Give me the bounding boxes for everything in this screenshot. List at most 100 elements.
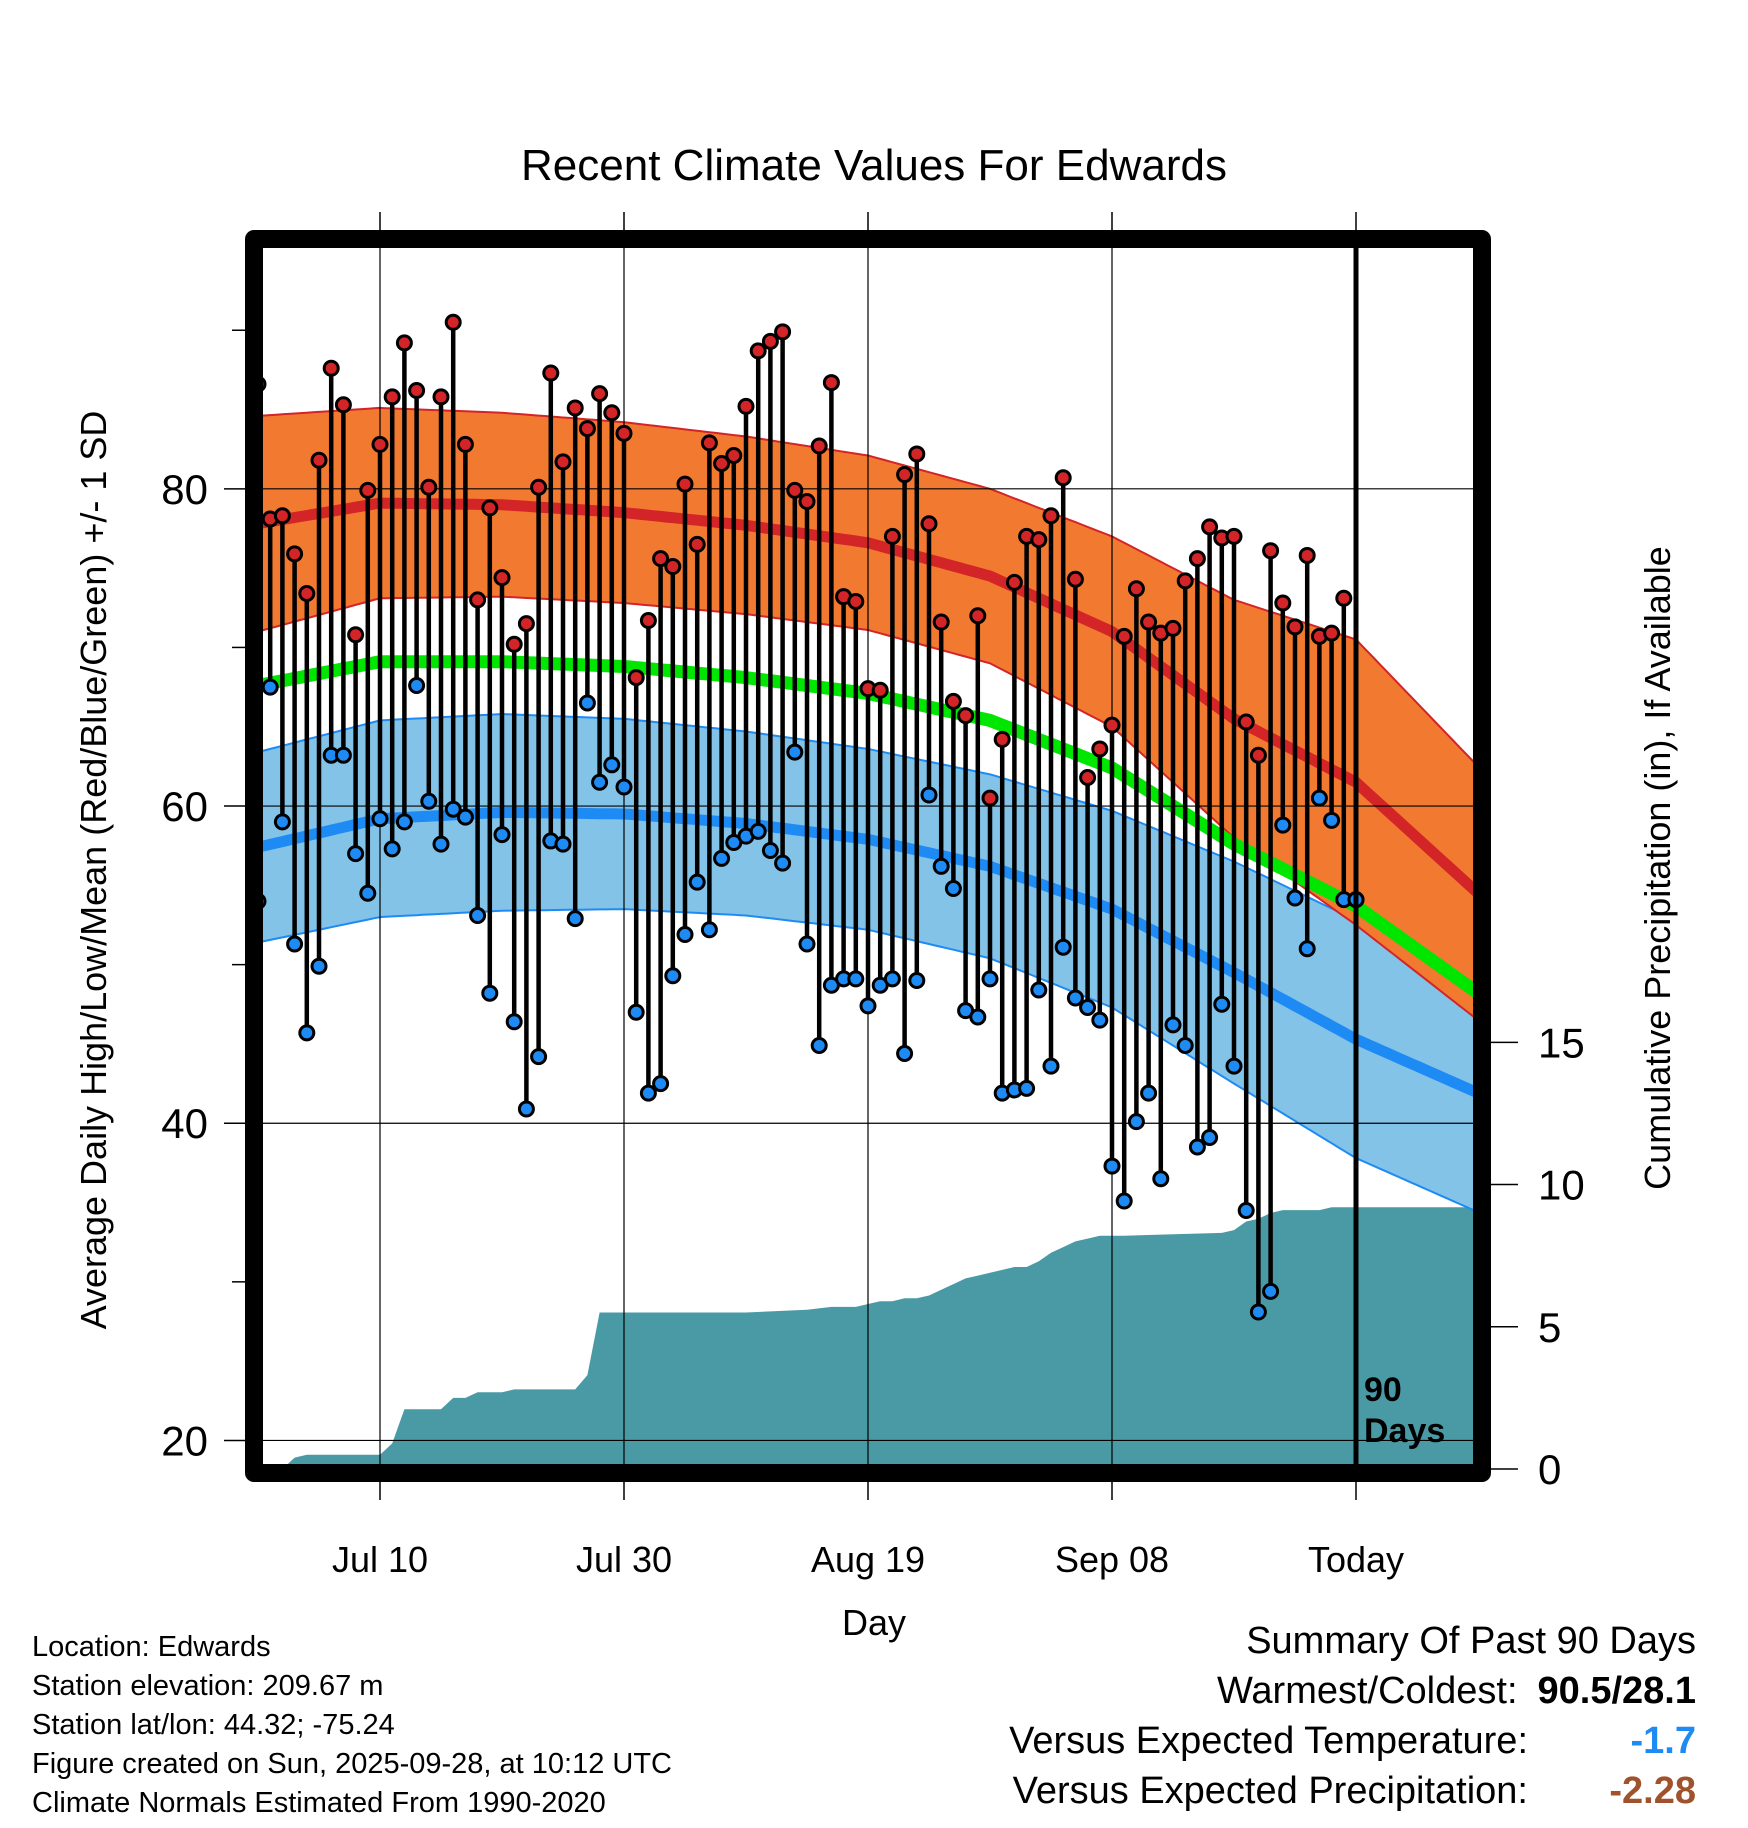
daily-high-point xyxy=(786,481,804,499)
daily-high-point xyxy=(420,478,438,496)
daily-low-point xyxy=(1213,995,1231,1013)
daily-low-point xyxy=(530,1048,548,1066)
summary-temp-row: Versus Expected Temperature: -1.7 xyxy=(1009,1716,1696,1766)
x-axis-label: Day xyxy=(842,1602,906,1643)
daily-high-point xyxy=(652,550,670,568)
daily-high-point xyxy=(493,569,511,587)
daily-high-point xyxy=(1005,573,1023,591)
daily-low-point xyxy=(395,813,413,831)
daily-high-point xyxy=(1030,531,1048,549)
x-tick-label: Aug 19 xyxy=(811,1539,925,1580)
precip-departure-label: Versus Expected Precipitation: xyxy=(1012,1770,1528,1812)
daily-high-point xyxy=(371,435,389,453)
daily-low-point xyxy=(1249,1303,1267,1321)
daily-low-point xyxy=(981,970,999,988)
daily-high-point xyxy=(554,453,572,471)
x-tick-label: Jul 30 xyxy=(576,1539,672,1580)
daily-low-point xyxy=(1225,1057,1243,1075)
daily-low-point xyxy=(298,1024,316,1042)
precip-departure-value: -2.28 xyxy=(1609,1770,1696,1812)
daily-high-point xyxy=(664,558,682,576)
daily-high-point xyxy=(700,434,718,452)
daily-high-point xyxy=(688,535,706,553)
daily-high-point xyxy=(469,591,487,609)
daily-high-point xyxy=(566,399,584,417)
daily-low-point xyxy=(1286,889,1304,907)
daily-low-point xyxy=(713,849,731,867)
daily-high-point xyxy=(322,359,340,377)
daily-high-point xyxy=(1127,580,1145,598)
daily-low-point xyxy=(969,1008,987,1026)
daily-high-point xyxy=(981,789,999,807)
daily-high-point xyxy=(847,592,865,610)
daily-high-point xyxy=(1079,768,1097,786)
temp-departure-value: -1.7 xyxy=(1630,1720,1696,1762)
y2-axis-label: Cumulative Precipitation (in), If Availa… xyxy=(1637,546,1678,1190)
daily-high-point xyxy=(896,466,914,484)
daily-low-point xyxy=(700,921,718,939)
daily-high-point xyxy=(1274,594,1292,612)
daily-low-point xyxy=(273,813,291,831)
y-tick-label: 60 xyxy=(161,783,208,830)
daily-high-point xyxy=(395,334,413,352)
y-tick-label: 20 xyxy=(161,1417,208,1464)
daily-high-point xyxy=(749,342,767,360)
daily-low-point xyxy=(334,746,352,764)
x-tick-label: Sep 08 xyxy=(1055,1539,1169,1580)
warm-cold-value: 90.5/28.1 xyxy=(1537,1670,1696,1712)
y2-tick-label: 10 xyxy=(1538,1162,1585,1209)
daily-high-point xyxy=(822,374,840,392)
daily-low-point xyxy=(517,1100,535,1118)
summary-warm-cold-row: Warmest/Coldest: 90.5/28.1 xyxy=(1009,1666,1696,1716)
y2-tick-label: 5 xyxy=(1538,1304,1561,1351)
daily-high-point xyxy=(627,669,645,687)
daily-low-point xyxy=(1018,1079,1036,1097)
daily-low-point xyxy=(371,810,389,828)
summary-panel: Summary Of Past 90 Days Warmest/Coldest:… xyxy=(1009,1616,1696,1816)
daily-low-point xyxy=(591,773,609,791)
station-info: Location: Edwards Station elevation: 209… xyxy=(32,1628,672,1823)
daily-low-point xyxy=(578,694,596,712)
daily-low-point xyxy=(896,1044,914,1062)
daily-high-point xyxy=(347,626,365,644)
daily-low-point xyxy=(908,972,926,990)
daily-high-point xyxy=(1066,570,1084,588)
daily-high-point xyxy=(334,396,352,414)
daily-low-point xyxy=(1310,789,1328,807)
daily-high-point xyxy=(737,397,755,415)
normals-text: Climate Normals Estimated From 1990-2020 xyxy=(32,1787,606,1819)
daily-low-point xyxy=(883,970,901,988)
daily-low-point xyxy=(469,906,487,924)
axes: 20 40 60 80 0 5 10 15 Jul 10 Jul 30 Aug 19 Sep 08 To… xyxy=(161,212,1585,1580)
daily-low-point xyxy=(1030,981,1048,999)
daily-high-point xyxy=(774,323,792,341)
daily-low-point xyxy=(603,756,621,774)
daily-low-point xyxy=(1152,1170,1170,1188)
daily-low-point xyxy=(493,826,511,844)
daily-low-point xyxy=(932,857,950,875)
daily-high-point xyxy=(993,730,1011,748)
y-axis-label: Average Daily High/Low/Mean (Red/Blue/Gr… xyxy=(73,411,114,1330)
daily-high-point xyxy=(517,615,535,633)
daily-high-point xyxy=(1176,572,1194,590)
daily-low-point xyxy=(627,1003,645,1021)
daily-high-point xyxy=(957,707,975,725)
daily-low-point xyxy=(347,845,365,863)
warm-cold-label: Warmest/Coldest: xyxy=(1216,1670,1518,1712)
daily-high-point xyxy=(603,404,621,422)
daily-low-point xyxy=(920,786,938,804)
latlon-text: Station lat/lon: 44.32; -75.24 xyxy=(32,1709,395,1741)
daily-high-point xyxy=(920,515,938,533)
daily-low-point xyxy=(444,800,462,818)
daily-high-point xyxy=(1188,550,1206,568)
daily-high-point xyxy=(481,499,499,517)
daily-low-point xyxy=(1115,1192,1133,1210)
daily-high-point xyxy=(1201,518,1219,536)
daily-low-point xyxy=(859,997,877,1015)
daily-high-point xyxy=(273,507,291,525)
daily-high-point xyxy=(530,478,548,496)
daily-high-point xyxy=(1237,713,1255,731)
daily-high-point xyxy=(1140,613,1158,631)
daily-low-point xyxy=(615,778,633,796)
daily-high-point xyxy=(505,635,523,653)
